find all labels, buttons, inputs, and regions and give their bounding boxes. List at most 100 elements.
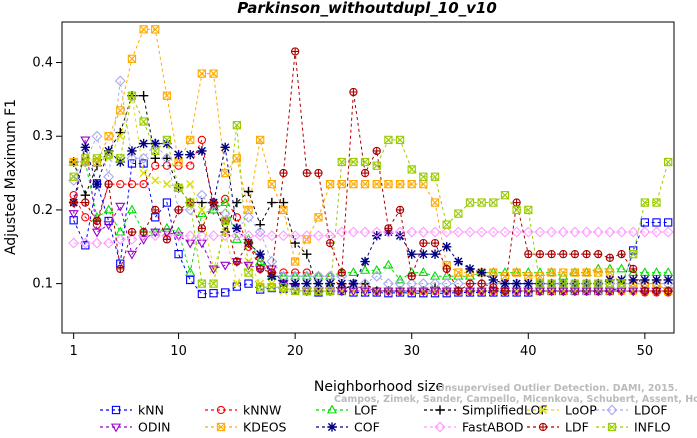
data-point	[499, 226, 511, 238]
legend-label: kNNW	[243, 403, 281, 418]
data-point	[185, 267, 196, 276]
data-point	[196, 189, 208, 201]
data-point	[384, 224, 393, 233]
data-point	[394, 287, 406, 297]
data-point	[244, 268, 253, 277]
data-point	[337, 278, 347, 289]
data-point	[441, 287, 452, 297]
data-point	[232, 223, 242, 234]
series-line	[73, 162, 669, 295]
data-point	[220, 261, 231, 271]
data-point	[91, 237, 103, 249]
series-loop	[69, 91, 673, 296]
data-point	[594, 268, 603, 277]
data-point	[512, 205, 521, 215]
data-point	[452, 226, 464, 238]
data-point	[256, 283, 265, 292]
data-point	[395, 205, 405, 215]
data-point	[347, 226, 359, 238]
data-point	[114, 233, 126, 245]
data-point	[337, 157, 346, 167]
series-line	[73, 51, 669, 292]
legend-label: ODIN	[138, 420, 171, 435]
data-point	[488, 275, 498, 285]
legend-swatch-marker	[111, 405, 121, 415]
data-point	[208, 265, 219, 275]
data-point	[174, 249, 183, 259]
data-point	[569, 267, 581, 276]
data-point	[418, 249, 429, 259]
data-point	[103, 221, 114, 231]
data-point	[221, 288, 230, 297]
legend-item: LoOP	[527, 403, 597, 418]
data-point	[383, 287, 394, 297]
data-point	[220, 142, 230, 152]
data-point	[139, 179, 148, 189]
data-point	[302, 278, 312, 289]
data-point	[464, 226, 476, 238]
x-tick-label: 10	[170, 344, 187, 359]
data-point	[254, 230, 266, 242]
y-tick-label: 0.4	[32, 56, 53, 71]
data-point	[441, 226, 453, 238]
data-point	[617, 249, 626, 259]
data-point	[186, 135, 195, 145]
data-point	[605, 253, 615, 262]
data-point	[535, 279, 545, 288]
data-point	[524, 205, 533, 215]
data-point	[546, 267, 557, 276]
data-point	[208, 230, 220, 242]
data-point	[290, 286, 300, 296]
data-point	[127, 146, 137, 156]
data-point	[430, 172, 440, 181]
data-point	[91, 130, 103, 142]
data-point	[302, 249, 312, 259]
data-point	[512, 198, 521, 207]
data-point	[359, 287, 371, 297]
legend-swatch-marker	[326, 404, 338, 414]
data-point	[430, 198, 440, 207]
data-point	[664, 218, 673, 227]
data-point	[92, 154, 102, 163]
data-point	[197, 69, 207, 78]
data-point	[523, 278, 533, 289]
data-point	[640, 275, 650, 285]
data-point	[512, 268, 521, 277]
data-point	[104, 179, 113, 189]
data-point	[232, 121, 242, 130]
data-point	[489, 198, 498, 207]
data-point	[314, 168, 323, 178]
data-point	[477, 279, 486, 288]
data-point	[312, 230, 324, 242]
data-point	[174, 205, 183, 215]
data-point	[477, 198, 486, 207]
series-odin	[68, 136, 674, 297]
data-point	[662, 226, 674, 238]
legend-item: SimplifiedLOF	[424, 403, 548, 418]
data-point	[651, 267, 662, 276]
series-line	[73, 94, 669, 292]
series-cof	[68, 138, 673, 289]
legend-item: FastABOD	[424, 420, 524, 435]
data-point	[244, 257, 253, 266]
axis-layer: 1 10 20 30 40 50 0.1 0.2 0.3 0.4	[32, 56, 653, 359]
data-point	[313, 278, 324, 289]
data-point	[302, 235, 311, 244]
data-point	[652, 218, 661, 227]
data-point	[290, 257, 300, 266]
data-point	[208, 204, 219, 214]
watermark-line-2: Campos, Zimek, Sander, Campello, Micenko…	[334, 394, 697, 405]
data-point	[197, 224, 207, 233]
data-point	[534, 267, 546, 276]
data-point	[628, 287, 639, 297]
data-point	[570, 279, 580, 288]
data-point	[290, 47, 300, 56]
data-point	[138, 235, 149, 245]
data-point	[349, 157, 358, 167]
data-point	[511, 278, 522, 289]
data-point	[349, 87, 358, 97]
data-point	[115, 226, 126, 236]
legend-item: LDOF	[596, 403, 668, 418]
data-point	[429, 287, 441, 297]
data-point	[69, 157, 78, 167]
